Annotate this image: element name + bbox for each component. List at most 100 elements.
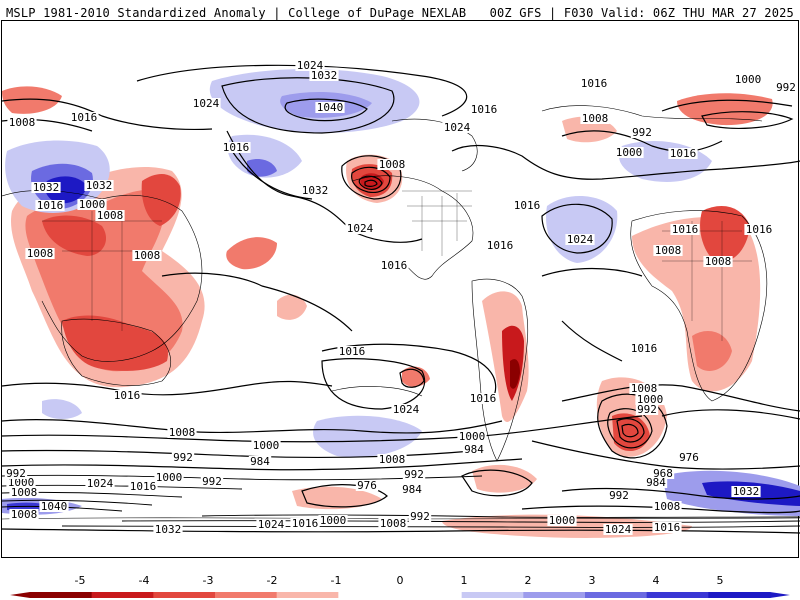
isobar-label: 1000 bbox=[320, 514, 347, 527]
isobar-label-bg bbox=[469, 104, 499, 115]
colorbar-segment bbox=[400, 592, 463, 598]
colorbar-segment bbox=[646, 592, 709, 598]
anomaly-negative-region bbox=[2, 86, 62, 114]
isobar-label-bg bbox=[377, 454, 407, 465]
isobar-label-bg bbox=[391, 404, 421, 415]
isobar-label: 1016 bbox=[223, 141, 250, 154]
isobar-label: 1008 bbox=[379, 453, 406, 466]
isobar-label: 1000 bbox=[616, 146, 643, 159]
isobar-label-bg bbox=[77, 199, 107, 210]
isobar-label-bg bbox=[290, 518, 320, 529]
isobar-label-bg bbox=[457, 431, 487, 442]
map-title: MSLP 1981-2010 Standardized Anomaly | Co… bbox=[6, 6, 467, 20]
colorbar-left-arrow bbox=[10, 592, 30, 598]
isobar-label: 1016 bbox=[581, 77, 608, 90]
isobar-label-bg bbox=[221, 142, 251, 153]
colorbar-segment bbox=[523, 592, 586, 598]
isobar-label-bg bbox=[512, 200, 542, 211]
isobar-label-bg bbox=[774, 82, 798, 93]
colorbar-segment bbox=[338, 592, 401, 598]
isobar-label-bg bbox=[345, 223, 375, 234]
colorbar-segment bbox=[585, 592, 648, 598]
isobar-label: 1016 bbox=[746, 223, 773, 236]
isobar-label: 1008 bbox=[169, 426, 196, 439]
isobar-label: 1016 bbox=[381, 259, 408, 272]
isobar-label: 984 bbox=[250, 455, 270, 468]
colorbar-segment bbox=[215, 592, 278, 598]
isobar-label-bg bbox=[652, 522, 682, 533]
isobar-label: 1032 bbox=[733, 485, 760, 498]
isobar-label-bg bbox=[315, 102, 345, 113]
isobar-label-bg bbox=[462, 444, 486, 455]
isobar-label-bg bbox=[744, 224, 774, 235]
anomaly-positive-region bbox=[42, 399, 82, 419]
isobar-label: 1000 bbox=[8, 476, 35, 489]
isobar-label-bg bbox=[400, 484, 424, 495]
isobar-label-bg bbox=[670, 224, 700, 235]
isobar-label: 984 bbox=[402, 483, 422, 496]
isobar-label-bg bbox=[85, 478, 115, 489]
isobar-label-bg bbox=[31, 182, 61, 193]
isobar-label-bg bbox=[154, 472, 184, 483]
colorbar-segment bbox=[153, 592, 216, 598]
isobar-label: 1032 bbox=[86, 179, 113, 192]
isobar-label: 1016 bbox=[37, 199, 64, 212]
isobar-label-bg bbox=[251, 440, 281, 451]
isobar-label: 992 bbox=[637, 403, 657, 416]
isobar-label: 992 bbox=[410, 510, 430, 523]
isobar-label-bg bbox=[200, 476, 224, 487]
isobar-label: 1016 bbox=[487, 239, 514, 252]
isobar-label-bg bbox=[603, 524, 633, 535]
isobar-label: 968 bbox=[653, 467, 673, 480]
isobar-label-bg bbox=[629, 383, 659, 394]
isobar-label: 1008 bbox=[379, 158, 406, 171]
isobar-label-bg bbox=[300, 185, 330, 196]
isobar-label-bg bbox=[112, 390, 142, 401]
anomaly-negative-region bbox=[42, 215, 107, 256]
isobars bbox=[2, 64, 800, 534]
isobar-labels: 1024103210401024101610081016102410161000… bbox=[4, 59, 798, 536]
colorbar-tick-label: 3 bbox=[589, 574, 596, 587]
isobar-label-bg bbox=[167, 427, 197, 438]
colorbar-tick-label: -1 bbox=[331, 574, 342, 587]
anomaly-negative-region bbox=[700, 206, 750, 262]
anomaly-negative-region bbox=[292, 486, 382, 510]
isobar-label-bg bbox=[635, 404, 659, 415]
isobar-label-bg bbox=[295, 60, 325, 71]
isobar-label: 1008 bbox=[631, 382, 658, 395]
isobar-label-bg bbox=[677, 452, 701, 463]
isobar-label-bg bbox=[377, 159, 407, 170]
isobar-label: 1016 bbox=[130, 480, 157, 493]
isobar-label: 1008 bbox=[97, 209, 124, 222]
isobar-label: 1032 bbox=[302, 184, 329, 197]
isobar-label-bg bbox=[191, 98, 221, 109]
isobar-label: 1024 bbox=[297, 59, 324, 72]
isobar-label-bg bbox=[318, 515, 348, 526]
isobar-label-bg bbox=[6, 477, 36, 488]
isobar-label: 1040 bbox=[41, 500, 68, 513]
colorbar-segment bbox=[30, 592, 93, 598]
isobar-label-bg bbox=[635, 394, 665, 405]
isobar-label: 976 bbox=[357, 479, 377, 492]
isobar-label: 1016 bbox=[292, 517, 319, 530]
anomaly-positive-region bbox=[313, 415, 422, 458]
isobar-label-bg bbox=[579, 78, 609, 89]
map-canvas: 1024103210401024101610081016102410161000… bbox=[2, 59, 800, 538]
colorbar-tick-label: 2 bbox=[525, 574, 532, 587]
isobar-label: 1032 bbox=[33, 181, 60, 194]
isobar-label-bg bbox=[132, 250, 162, 261]
colorbar-segment bbox=[708, 592, 771, 598]
isobar-label: 1024 bbox=[193, 97, 220, 110]
isobar-label: 1016 bbox=[470, 392, 497, 405]
isobar-label: 1016 bbox=[631, 342, 658, 355]
isobar-label: 1000 bbox=[735, 73, 762, 86]
isobar-label: 1040 bbox=[317, 101, 344, 114]
isobar-label: 1008 bbox=[134, 249, 161, 262]
isobar-label-bg bbox=[9, 487, 39, 498]
isobar-label: 1008 bbox=[655, 244, 682, 257]
isobar-label-bg bbox=[128, 481, 158, 492]
isobar-label: 1008 bbox=[582, 112, 609, 125]
isobar-label-bg bbox=[629, 343, 659, 354]
colorbar-tick-label: -5 bbox=[75, 574, 86, 587]
isobar-label-bg bbox=[547, 515, 577, 526]
